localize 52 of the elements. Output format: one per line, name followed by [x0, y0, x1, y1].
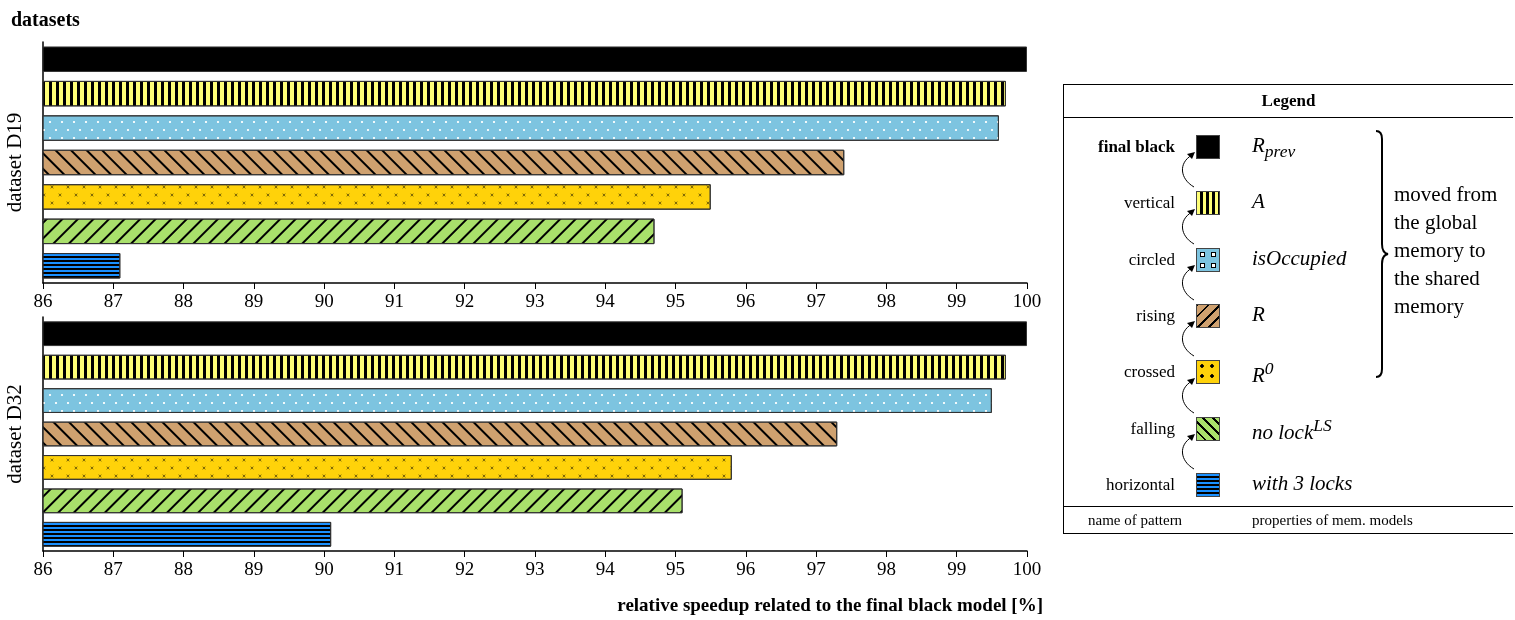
- legend-label: with 3 locks: [1252, 470, 1353, 496]
- x-tick-label: 95: [666, 290, 686, 311]
- text: crossed: [1124, 362, 1175, 383]
- text: final black: [1098, 137, 1175, 157]
- x-tick-label: 88: [174, 558, 194, 579]
- chart-title: datasets: [11, 8, 81, 30]
- text: vertical: [1124, 193, 1175, 214]
- legend-label: R$_{prev}$: [1252, 133, 1296, 163]
- legend-label: no lock$^{LS}$: [1252, 414, 1332, 445]
- text: name of pattern: [1088, 511, 1183, 530]
- x-tick-label: 97: [806, 558, 826, 579]
- legend-title: Legend: [1064, 85, 1513, 118]
- x-tick-label: 87: [103, 290, 123, 311]
- legend-label: R: [1252, 301, 1265, 327]
- text: rising: [1136, 305, 1175, 326]
- x-tick-label: 96: [736, 290, 756, 311]
- text: falling: [1130, 418, 1175, 439]
- x-tick-label: 93: [525, 290, 545, 311]
- x-tick-label: 91: [384, 558, 404, 579]
- legend-label: isOccupied: [1252, 245, 1347, 271]
- x-tick-label: 97: [806, 290, 826, 311]
- x-tick-label: 93: [525, 558, 545, 579]
- x-axis-title: relative speedup related to the final black model [%]: [617, 594, 1044, 615]
- x-tick-label: 90: [314, 558, 334, 579]
- x-tick-label: 88: [174, 290, 194, 311]
- x-tick-label: 89: [244, 558, 264, 579]
- y-axis-title: dataset D32: [1, 384, 26, 484]
- x-tick-label: 98: [876, 290, 896, 311]
- x-tick-label: 94: [595, 558, 616, 579]
- text: moved from the global memory to the shared memory: [1394, 181, 1499, 320]
- x-tick-label: 89: [244, 290, 264, 311]
- x-tick-label: 87: [103, 558, 123, 579]
- x-tick-label: 90: [314, 290, 334, 311]
- x-tick-label: 92: [455, 290, 475, 311]
- x-tick-label: 91: [384, 290, 404, 311]
- y-axis-title: dataset D19: [1, 112, 26, 213]
- x-tick-label: 86: [33, 558, 53, 579]
- x-tick-label: 99: [947, 290, 967, 311]
- text: properties of mem. models: [1252, 511, 1413, 530]
- x-tick-label: 94: [595, 290, 616, 311]
- x-tick-label: 96: [736, 558, 756, 579]
- x-tick-label: 92: [455, 558, 475, 579]
- text: circled: [1128, 249, 1175, 270]
- text: horizontal: [1106, 474, 1175, 495]
- x-tick-label: 100: [1012, 558, 1042, 579]
- x-tick-label: 98: [876, 558, 896, 579]
- legend-label: R$^{0}$: [1252, 358, 1274, 389]
- x-tick-label: 100: [1012, 290, 1042, 311]
- x-tick-label: 95: [666, 558, 686, 579]
- x-tick-label: 99: [947, 558, 967, 579]
- x-tick-label: 86: [33, 290, 53, 311]
- legend-label: A: [1252, 189, 1265, 215]
